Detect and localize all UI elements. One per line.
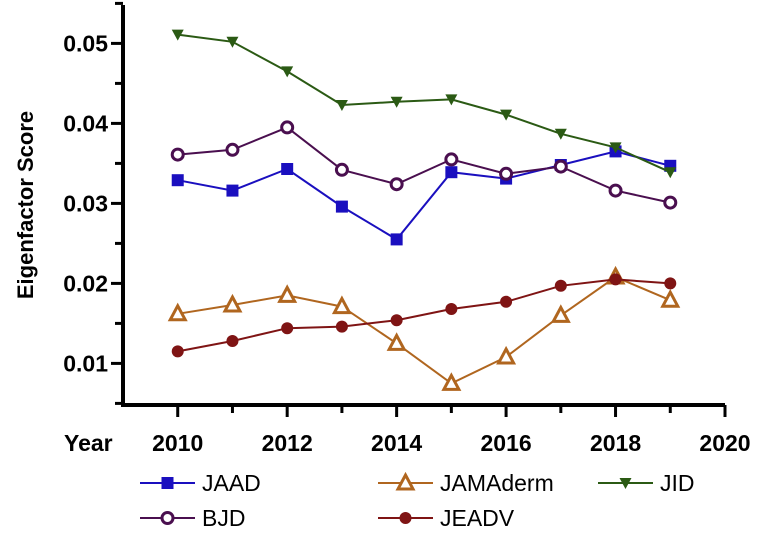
legend-label: JEADV: [440, 505, 515, 531]
data-point-jaad: [281, 163, 294, 175]
y-tick-label: 0.01: [63, 350, 108, 376]
legend-item-bjd: BJD: [140, 505, 245, 531]
legend-label: JAMAderm: [440, 470, 554, 496]
data-point-jaad: [445, 166, 458, 179]
series-line-jaad: [177, 150, 671, 241]
data-point-jeadv: [335, 320, 348, 333]
y-tick-label: 0.03: [63, 190, 108, 216]
data-point-bjd: [444, 152, 459, 167]
data-point-bjd: [663, 195, 678, 210]
data-point-jid: [281, 66, 294, 78]
x-tick-label: 2016: [481, 430, 532, 456]
data-point-jid: [171, 29, 184, 41]
series-line-jid: [177, 33, 671, 174]
legend-label: JAAD: [202, 470, 261, 496]
legend-item-jaad: JAAD: [140, 470, 261, 496]
data-point-jamaderm: [222, 293, 243, 313]
data-point-jid: [226, 36, 239, 48]
data-point-jid: [335, 100, 348, 111]
y-tick-label: 0.02: [63, 270, 108, 296]
data-point-bjd: [170, 147, 185, 162]
data-point-jaad: [226, 184, 239, 197]
legend-marker: [395, 471, 416, 491]
axes: 0.01 0.02 0.03 0.04 0.05 2010 2012 2014 2016 2018…: [63, 1, 751, 456]
data-point-jid: [390, 96, 403, 108]
x-tick-label: 2010: [152, 430, 203, 456]
x-tick-label: 2012: [262, 430, 313, 456]
data-point-jamaderm: [441, 372, 462, 391]
series-line-jamaderm: [177, 275, 671, 385]
data-point-jaad: [171, 174, 184, 187]
legend-item-jamaderm: JAMAderm: [378, 470, 554, 496]
data-point-jeadv: [445, 303, 458, 315]
data-point-bjd: [553, 159, 568, 174]
series-jamaderm: [167, 265, 681, 391]
series-jaad: [171, 145, 677, 246]
data-point-jid: [445, 94, 458, 106]
data-point-jamaderm: [550, 304, 571, 323]
data-point-jeadv: [226, 335, 239, 347]
data-point-jeadv: [664, 277, 677, 290]
legend-item-jid: JID: [598, 470, 695, 496]
legend-marker: [160, 511, 175, 525]
series-line-bjd: [177, 126, 671, 204]
legend-marker: [161, 477, 174, 489]
data-point-jamaderm: [277, 284, 298, 303]
x-tick-label: 2018: [590, 430, 641, 456]
series-group: [167, 29, 681, 391]
series-jid: [171, 29, 677, 179]
data-point-bjd: [334, 162, 349, 177]
data-point-bjd: [608, 183, 623, 198]
legend-label: JID: [660, 470, 695, 496]
y-axis-label: Eigenfactor Score: [13, 111, 38, 299]
data-point-bjd: [499, 166, 514, 181]
data-point-jamaderm: [331, 295, 352, 315]
data-point-jamaderm: [167, 302, 188, 322]
data-point-jeadv: [281, 322, 294, 335]
data-point-jeadv: [500, 295, 513, 308]
legend-item-jeadv: JEADV: [378, 505, 515, 531]
series-line-jeadv: [177, 278, 671, 353]
data-point-bjd: [225, 142, 240, 157]
data-point-bjd: [389, 177, 404, 192]
series-jeadv: [171, 273, 677, 358]
axis-lines: [121, 5, 725, 407]
data-point-jeadv: [171, 345, 184, 358]
data-point-jamaderm: [386, 332, 407, 351]
data-point-jid: [554, 128, 567, 140]
data-point-jeadv: [390, 314, 403, 327]
data-point-jid: [664, 167, 677, 179]
data-point-bjd: [280, 120, 295, 135]
data-point-jamaderm: [496, 345, 517, 365]
legend-label: BJD: [202, 505, 245, 531]
legend: JAAD JAMAderm JID BJD JEADV: [140, 470, 695, 531]
data-point-jid: [500, 109, 513, 121]
legend-marker: [619, 478, 632, 489]
y-tick-label: 0.04: [63, 110, 108, 136]
x-tick-label: 2014: [371, 430, 422, 456]
data-point-jeadv: [554, 279, 567, 292]
data-point-jid: [609, 142, 622, 154]
data-point-jamaderm: [660, 289, 681, 308]
data-point-jaad: [335, 200, 348, 213]
data-point-jaad: [390, 233, 403, 246]
x-axis-label: Year: [64, 430, 113, 456]
data-point-jeadv: [609, 273, 622, 286]
y-tick-label: 0.05: [63, 30, 108, 56]
series-bjd: [170, 120, 678, 210]
x-tick-label: 2020: [699, 430, 750, 456]
legend-marker: [399, 512, 412, 524]
